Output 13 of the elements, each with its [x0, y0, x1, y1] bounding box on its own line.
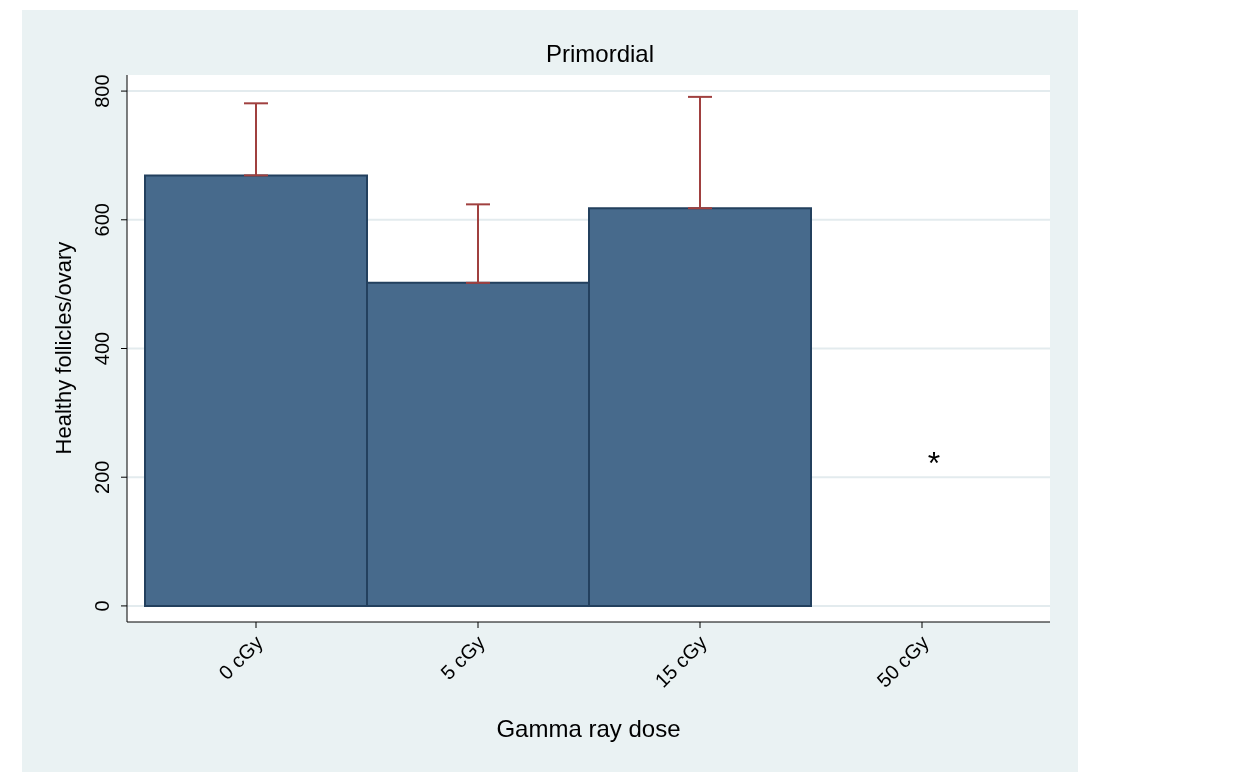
y-tick-label: 600 [91, 203, 113, 237]
x-tick-label: 0 cGy [214, 631, 267, 684]
x-tick-label: 5 cGy [436, 631, 489, 684]
x-tick-label: 15 cGy [650, 631, 711, 692]
y-tick-label: 800 [91, 74, 113, 108]
y-tick-label: 0 [91, 600, 113, 612]
y-tick-label: 200 [91, 460, 113, 494]
x-tick-label: 50 cGy [872, 631, 933, 692]
annotation: * [926, 445, 942, 482]
x-axis-title: Gamma ray dose [495, 715, 682, 743]
y-tick-label: 400 [91, 331, 113, 366]
y-axis-title: Healthy follicles/ovary [51, 241, 77, 455]
chart-title: Primordial [545, 40, 655, 68]
